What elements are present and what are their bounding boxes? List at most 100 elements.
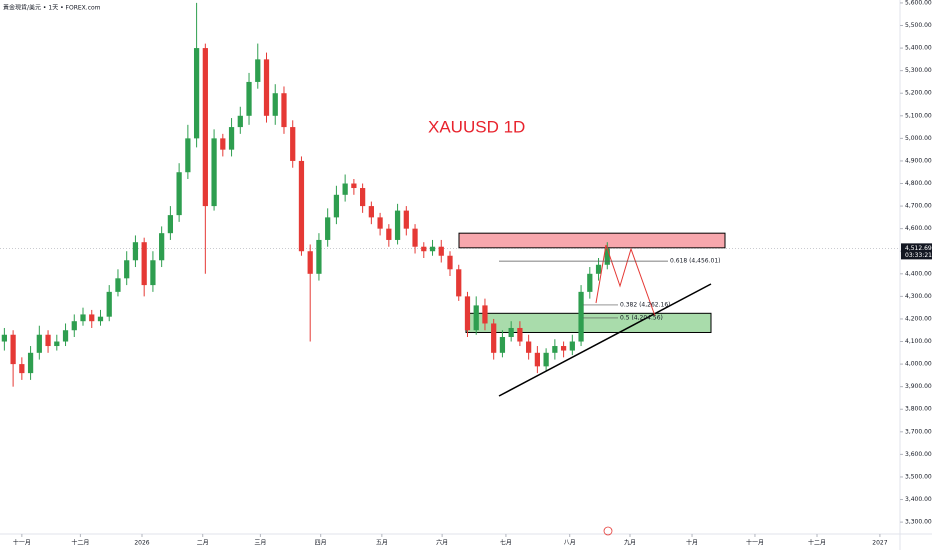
projection-path [595,244,607,304]
candle-body [534,352,540,367]
y-tick-label: 4,900.00 [905,157,932,164]
y-tick-label: 5,200.00 [905,90,932,97]
candle-body [491,323,497,353]
y-tick-label: 4,700.00 [905,203,932,210]
candle-body [499,337,506,353]
y-tick-label: 4,200.00 [905,315,932,322]
candle-body [342,183,348,195]
candle-body [89,314,95,322]
zones [0,232,900,333]
y-tick-label: 3,400.00 [905,496,932,503]
candle-body [115,278,121,292]
candle-body [473,305,479,331]
candle-body [263,59,270,116]
candle-body [560,346,567,351]
candle-body [456,269,462,297]
candle-body [569,341,575,351]
candle-body [237,115,243,128]
y-tick-label: 3,300.00 [905,519,932,526]
candle-body [167,215,174,234]
x-tick-label: 四月 [315,540,327,547]
candle-body [351,183,357,189]
trend-line [498,283,712,397]
zone [458,232,726,249]
candle-body [595,264,602,274]
candle-body [71,321,77,331]
chart-title: XAUUSD 1D [428,117,525,136]
y-tick-label: 3,500.00 [905,473,932,480]
x-tick-label: 九月 [624,539,636,547]
y-tick-label: 3,700.00 [905,428,932,435]
candle-body [124,260,130,279]
candle-body [36,334,42,353]
candle-body [543,352,549,367]
y-tick-label: 5,500.00 [905,22,932,29]
candle-body [290,127,296,161]
x-tick-label: 三月 [254,540,266,547]
candle-body [316,239,322,274]
candle-body [604,248,610,265]
x-tick-label: 二月 [197,540,209,547]
candle-body [19,364,25,374]
candle-body [482,305,488,324]
candle-body [193,48,200,139]
candle-body [228,127,235,150]
y-tick-label: 3,600.00 [905,451,932,458]
countdown-label: 03:33:21 [905,252,932,259]
candle-body [54,341,60,347]
y-tick-label: 4,600.00 [905,225,932,232]
y-tick-label: 5,300.00 [905,67,932,74]
event-icon [603,526,613,536]
candle-body [281,93,287,128]
candle-body [80,314,86,322]
candle-body [176,172,182,216]
candle-body [307,251,313,274]
y-tick-label: 5,600.00 [905,0,932,6]
x-tick-label: 五月 [376,540,388,547]
x-tick-label: 六月 [436,539,448,547]
x-tick-label: 十二月 [808,539,826,547]
candle-body [587,273,593,292]
candle-body [106,291,112,317]
y-tick-label: 4,100.00 [905,338,932,345]
candle-body [517,327,523,342]
candle-body [386,228,392,240]
candle-body [526,341,532,353]
price-badge [901,243,932,260]
candle-body [97,316,104,322]
candle-body [333,194,340,218]
price-badge-label: 4,512.69 [905,245,932,252]
x-tick-label: 八月 [564,540,576,547]
x-tick-label: 十月 [686,539,698,547]
projection-path [605,244,656,317]
candle-body [159,233,165,261]
candle-body [10,334,16,365]
candle-body [438,246,444,256]
candle-body [412,228,418,247]
candle-body [325,217,331,240]
candle-body [45,334,51,347]
fib-label: 0.618 (4,456.01) [670,258,720,265]
candle-body [377,217,383,229]
candle-body [508,327,514,338]
symbol-label: 黃金現貨/美元 • 1天 • FOREX.com [3,4,101,12]
candles [1,2,610,387]
candle-body [246,81,252,116]
y-tick-label: 4,800.00 [905,180,932,187]
candle-body [429,246,436,252]
candle-body [220,138,226,150]
candle-body [27,352,34,374]
candle-body [202,48,208,207]
candle-body [552,346,558,353]
candle-body [464,296,471,331]
candle-body [211,138,217,207]
candle-body [132,242,139,261]
candle-body [255,59,261,82]
y-tick-label: 4,000.00 [905,361,932,368]
y-tick-label: 5,000.00 [905,135,932,142]
candle-body [394,210,401,240]
x-tick-label: 十二月 [71,539,89,547]
y-tick-label: 3,800.00 [905,406,932,413]
candle-body [141,242,147,286]
zone [465,312,712,333]
